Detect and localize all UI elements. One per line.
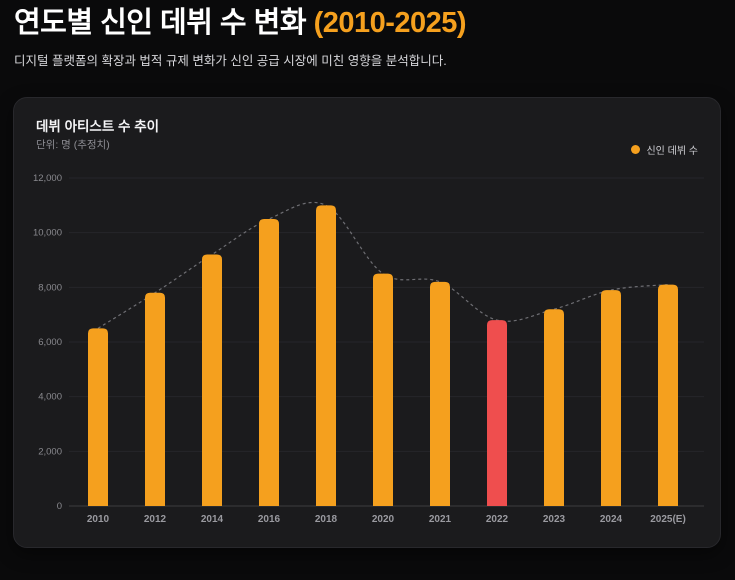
x-axis-tick-label: 2024 [600, 514, 623, 525]
page-subtitle: 디지털 플랫폼의 확장과 법적 규제 변화가 신인 공급 시장에 미친 영향을 … [14, 54, 447, 69]
chart-card: 데뷔 아티스트 수 추이 단위: 명 (추정치) 신인 데뷔 수 0 2,000 4… [13, 97, 721, 548]
bar-2018[interactable] [316, 205, 336, 506]
bar-2010[interactable] [88, 328, 108, 506]
y-axis-tick-label: 0 [57, 501, 62, 512]
x-axis-tick-label: 2010 [87, 514, 110, 525]
x-axis-tick-label: 2014 [201, 514, 224, 525]
x-axis-tick-label: 2023 [543, 514, 566, 525]
bar-2014[interactable] [202, 254, 222, 506]
bar-2025(E)[interactable] [658, 284, 678, 506]
y-axis-tick-label: 8,000 [38, 282, 62, 293]
bar-2016[interactable] [259, 219, 279, 506]
x-axis-tick-label: 2012 [144, 514, 167, 525]
x-axis-tick-label: 2022 [486, 514, 509, 525]
x-axis-tick-label: 2016 [258, 514, 281, 525]
bar-2021[interactable] [430, 281, 450, 506]
bar-2023[interactable] [544, 309, 564, 506]
trend-line [97, 201, 669, 329]
chart-unit-label: 단위: 명 (추정치) [36, 139, 110, 151]
page-title: 연도별 신인 데뷔 수 변화 (2010-2025) [14, 5, 724, 41]
x-axis-tick-label: 2018 [315, 514, 338, 525]
bar-highlighted-2022[interactable] [487, 320, 507, 506]
chart-title: 데뷔 아티스트 수 추이 [36, 119, 160, 134]
y-axis-tick-label: 4,000 [38, 392, 62, 403]
page-title-main: 연도별 신인 데뷔 수 변화 [14, 7, 314, 39]
legend-dot-icon [631, 145, 641, 154]
bar-2020[interactable] [373, 273, 393, 506]
bar-2024[interactable] [601, 290, 621, 506]
page-header: 연도별 신인 데뷔 수 변화 (2010-2025) 디지털 플랫폼의 확장과 … [14, 5, 724, 69]
legend-label: 신인 데뷔 수 [646, 146, 698, 157]
y-axis-tick-label: 12,000 [33, 173, 62, 184]
y-axis-tick-label: 6,000 [38, 337, 62, 348]
bar-chart: 0 2,000 4,000 6,000 8,000 10,000 12,000 2010 201… [33, 173, 704, 525]
x-axis-tick-label: 2021 [429, 514, 452, 525]
x-axis-tick-label: 2025(E) [650, 514, 686, 525]
page-title-highlight: (2010-2025) [313, 7, 467, 39]
bar-2012[interactable] [145, 292, 165, 506]
x-axis-tick-label: 2020 [372, 514, 395, 525]
legend-item-debut-count[interactable]: 신인 데뷔 수 [631, 142, 698, 157]
y-axis-tick-label: 10,000 [33, 228, 62, 239]
y-axis-tick-label: 2,000 [38, 446, 62, 457]
